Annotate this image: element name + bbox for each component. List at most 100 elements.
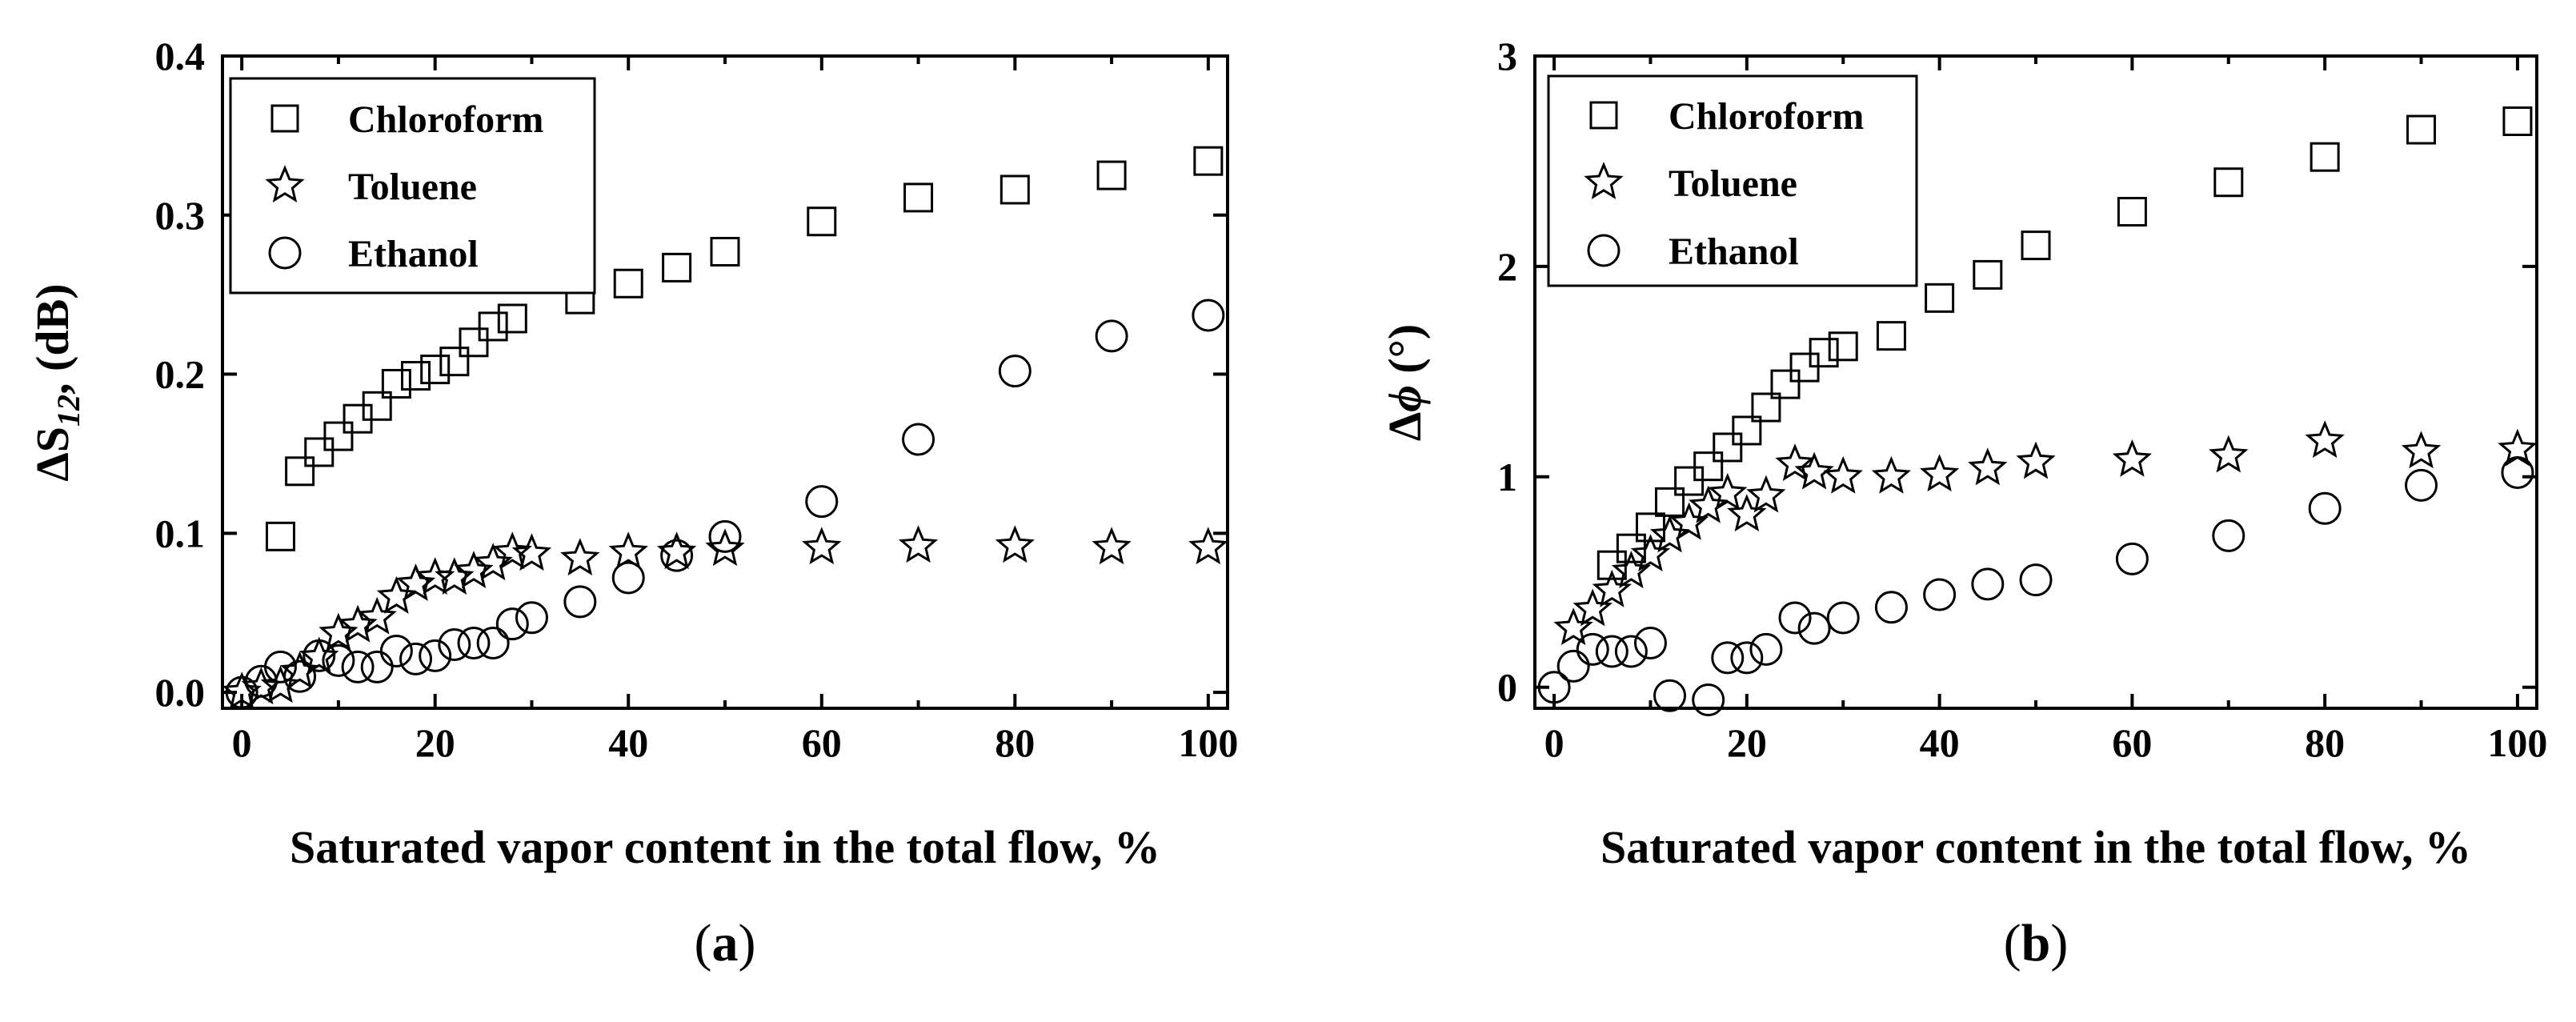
data-point-chloroform (1713, 432, 1743, 463)
y-tick-label: 1 (1497, 455, 1517, 499)
data-point-ethanol (998, 355, 1032, 388)
data-point-toluene (1775, 443, 1815, 481)
x-tick-label: 20 (1727, 720, 1767, 765)
data-point-chloroform (1096, 160, 1127, 190)
legend-symbol-chloroform (1589, 101, 1618, 130)
y-tick-label: 0.2 (155, 352, 206, 397)
data-point-ethanol (1826, 601, 1860, 635)
y-axis-ticks: 0.0 0.1 0.2 0.3 0.4 (155, 34, 1228, 715)
data-markers (1537, 106, 2538, 716)
data-point-toluene (1649, 515, 1690, 553)
data-point-ethanol (1576, 632, 1609, 666)
x-axis-title: Saturated vapor content in the total flo… (290, 821, 1160, 873)
data-point-toluene (1919, 454, 1960, 492)
legend-symbol-toluene (265, 165, 305, 202)
y-tick-label: 0.4 (155, 34, 206, 78)
data-point-chloroform (1876, 321, 1906, 351)
data-point-ethanol (1971, 567, 2005, 601)
x-tick-label: 40 (1920, 720, 1960, 765)
data-point-toluene (2016, 441, 2056, 479)
data-point-toluene (1689, 485, 1729, 523)
data-point-ethanol (438, 627, 471, 661)
data-point-toluene (511, 533, 552, 571)
x-tick-label: 100 (1178, 720, 1238, 765)
data-markers (222, 146, 1228, 710)
data-point-ethanol (611, 561, 645, 595)
data-point-chloroform (497, 303, 527, 334)
data-point-ethanol (457, 627, 491, 659)
legend-label-ethanol: Ethanol (1669, 230, 1799, 273)
data-point-chloroform (401, 361, 431, 391)
y-tick-label: 2 (1497, 244, 1517, 289)
data-point-chloroform (1655, 487, 1685, 517)
data-point-ethanol (1711, 641, 1745, 675)
data-point-chloroform (903, 182, 934, 213)
y-tick-label: 0.3 (155, 193, 206, 238)
x-axis-title: Saturated vapor content in the total flo… (1600, 821, 2471, 873)
data-point-ethanol (360, 650, 394, 683)
data-point-toluene (299, 636, 339, 675)
data-point-toluene (995, 525, 1035, 563)
data-point-chloroform (1693, 451, 1724, 482)
y-tick-label: 3 (1497, 34, 1517, 78)
data-point-toluene (357, 596, 397, 635)
y-tick-label: 0.1 (155, 511, 206, 555)
data-point-toluene (1188, 527, 1228, 565)
data-point-ethanol (1692, 683, 1725, 716)
data-point-ethanol (1653, 679, 1687, 712)
x-tick-label: 60 (802, 720, 842, 765)
legend-label-toluene: Toluene (1669, 162, 1797, 205)
data-point-toluene (2112, 439, 2153, 477)
data-point-chloroform (1770, 369, 1801, 399)
legend-label-toluene: Toluene (348, 166, 477, 208)
data-point-toluene (1968, 447, 2008, 486)
chart-panel-a: 0.0 0.1 0.2 0.3 0.4 0 20 40 60 80 100 Chloroform … (26, 34, 1238, 972)
data-point-chloroform (1809, 338, 1839, 368)
data-point-toluene (1823, 455, 1863, 494)
data-point-chloroform (1925, 283, 1955, 313)
data-point-chloroform (1193, 146, 1224, 176)
data-point-chloroform (1000, 174, 1030, 205)
data-point-ethanol (1797, 611, 1831, 645)
data-point-ethanol (708, 519, 742, 553)
data-point-ethanol (476, 627, 510, 659)
data-point-ethanol (322, 643, 355, 677)
data-point-ethanol (419, 639, 452, 672)
data-point-chloroform (807, 206, 837, 237)
data-point-chloroform (323, 421, 354, 451)
legend-symbol-ethanol (268, 236, 302, 270)
panel-label-a: (a) (695, 914, 756, 972)
data-point-ethanol (1749, 632, 1783, 666)
data-point-ethanol (902, 423, 935, 456)
data-point-ethanol (1537, 671, 1571, 704)
data-point-toluene (492, 531, 532, 570)
data-point-toluene (1794, 451, 1834, 490)
data-point-ethanol (263, 650, 297, 683)
chart-panel-b: 0 1 2 3 0 20 40 60 80 100 Chloroform Toluene Eth… (1379, 34, 2547, 972)
data-point-ethanol (302, 639, 336, 672)
data-point-ethanol (1778, 601, 1812, 635)
data-point-ethanol (1730, 641, 1764, 675)
data-point-toluene (2209, 435, 2249, 473)
data-point-chloroform (2021, 230, 2051, 261)
y-axis-title: Δϕ (°) (1379, 324, 1431, 441)
data-point-chloroform (613, 268, 643, 299)
data-point-chloroform (1732, 415, 1762, 446)
data-point-toluene (1871, 455, 1912, 494)
data-point-ethanol (495, 607, 529, 641)
data-point-chloroform (362, 391, 392, 421)
data-point-ethanol (1595, 635, 1629, 668)
legend-label-ethanol: Ethanol (348, 233, 479, 275)
data-point-ethanol (1192, 299, 1225, 332)
data-point-ethanol (563, 585, 597, 619)
data-point-toluene (473, 543, 513, 581)
data-point-chloroform (1751, 392, 1781, 423)
data-point-chloroform (478, 311, 508, 342)
data-point-ethanol (1923, 578, 1957, 611)
data-point-toluene (2305, 420, 2345, 459)
data-point-toluene (435, 557, 475, 595)
data-point-ethanol (1614, 635, 1648, 668)
data-point-chloroform (285, 456, 315, 487)
x-tick-label: 80 (995, 720, 1035, 765)
